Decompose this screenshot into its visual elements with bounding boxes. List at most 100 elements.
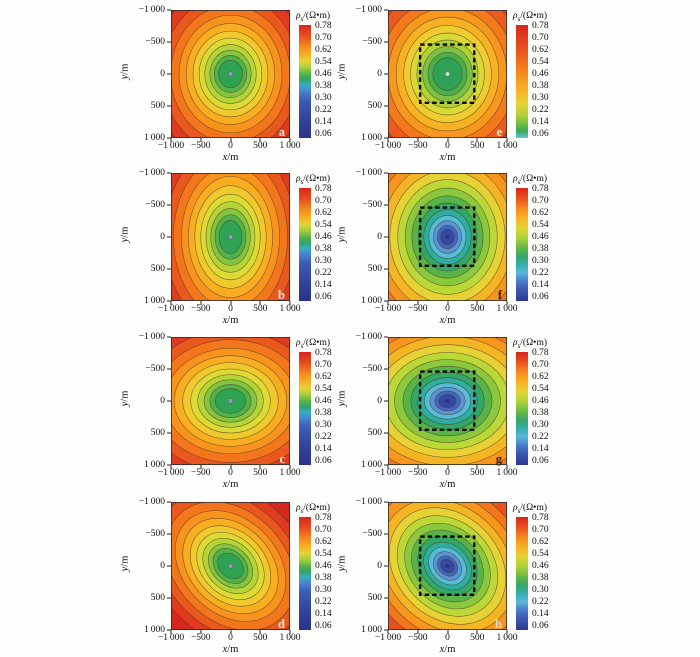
x-axis-tick-mark (387, 301, 389, 305)
x-tick-label: 1 000 (496, 304, 518, 314)
x-axis-label: x/m (388, 479, 507, 490)
rho-subscript: s (300, 341, 304, 350)
y-tick-label: −500 (362, 37, 382, 47)
rho-symbol: ρ (513, 11, 518, 21)
colorbar-tick-value: 0.78 (315, 513, 332, 523)
colorbar-tick-value: 0.46 (315, 232, 332, 243)
x-tick-label: −1 000 (157, 141, 185, 151)
y-tick-label: −1 000 (355, 168, 382, 178)
dashed-survey-square (418, 535, 476, 597)
colorbar-tick-value: 0.38 (532, 81, 549, 92)
y-axis-tick-mark (167, 501, 171, 503)
x-tick-label: −500 (407, 304, 428, 314)
colorbar-tick-value: 0.22 (532, 597, 549, 608)
y-axis-tick-labels: −1 000 −500 0 500 1 000 (330, 332, 385, 470)
colorbar-tick-value: 0.22 (532, 268, 549, 279)
y-tick-label: 0 (160, 232, 165, 242)
y-axis-tick-mark (384, 565, 388, 567)
colorbar-tick-value: 0.78 (532, 513, 549, 523)
center-dot (227, 398, 234, 404)
colorbar-tick-value: 0.78 (315, 184, 332, 194)
y-tick-label: 1 000 (361, 460, 382, 470)
x-axis-tick-mark (417, 301, 419, 305)
x-axis-tick-mark (289, 138, 291, 142)
x-axis-tick-labels: −1 000 −500 0 500 1 000 (158, 633, 301, 644)
y-axis-tick-labels: −1 000 −500 0 500 1 000 (330, 5, 385, 143)
panel-letter-label: e (496, 124, 502, 139)
x-tick-label: −1 000 (374, 468, 402, 478)
colorbar-tick-value: 0.30 (315, 420, 332, 431)
x-axis-tick-labels: −1 000 −500 0 500 1 000 (375, 304, 518, 315)
colorbar-tick-value: 0.46 (315, 561, 332, 572)
contour-field (171, 502, 290, 630)
colorbar-tick-value: 0.78 (532, 348, 549, 358)
colorbar-tick-value: 0.70 (532, 525, 549, 536)
contour-field (388, 502, 507, 630)
colorbar-tick-value: 0.62 (315, 537, 332, 548)
x-tick-label: 1 000 (496, 633, 518, 643)
contour-field (171, 173, 290, 301)
colorbar-tick-value: 0.46 (532, 69, 549, 80)
colorbar-tick-value: 0.06 (532, 621, 549, 632)
x-axis-tick-mark (170, 138, 172, 142)
contour-panel: y/m −1 000 −500 0 500 1 000 g −1 000 −500 0 500… (330, 332, 567, 497)
plot-area: d (167, 501, 291, 634)
plot-area: h (384, 501, 508, 634)
x-axis-tick-mark (417, 465, 419, 469)
colorbar-tick-value: 0.46 (532, 561, 549, 572)
colorbar-tick-labels: 0.78 0.70 0.62 0.54 0.46 0.38 0.30 0.22 0.14 0.06 (315, 348, 332, 467)
colorbar-title: ρs/(Ω•m) (513, 11, 547, 23)
contour-field (388, 10, 507, 138)
y-axis-tick-labels: −1 000 −500 0 500 1 000 (113, 168, 168, 306)
colorbar-title: ρs/(Ω•m) (513, 174, 547, 186)
x-axis-tick-mark (476, 630, 478, 634)
rho-symbol: ρ (296, 338, 301, 348)
x-axis-tick-mark (476, 301, 478, 305)
colorbar-tick-value: 0.06 (532, 129, 549, 140)
x-tick-label: 500 (470, 468, 485, 478)
colorbar-tick-value: 0.30 (315, 93, 332, 104)
x-axis-tick-mark (289, 301, 291, 305)
x-axis-tick-labels: −1 000 −500 0 500 1 000 (158, 141, 301, 152)
y-tick-label: 0 (377, 396, 382, 406)
x-tick-label: −500 (190, 633, 211, 643)
x-tick-label: 0 (445, 304, 450, 314)
x-tick-label: 0 (228, 633, 233, 643)
center-dot (227, 71, 234, 77)
colorbar-tick-value: 0.62 (532, 208, 549, 219)
x-tick-label: 1 000 (496, 468, 518, 478)
y-axis-tick-mark (167, 268, 171, 270)
x-axis-tick-labels: −1 000 −500 0 500 1 000 (375, 468, 518, 479)
x-tick-label: −500 (190, 304, 211, 314)
colorbar-tick-value: 0.54 (315, 57, 332, 68)
plot-area: e (384, 9, 508, 142)
y-axis-tick-mark (384, 501, 388, 503)
y-tick-label: 0 (377, 69, 382, 79)
x-axis-tick-mark (447, 630, 448, 634)
y-tick-label: 1 000 (144, 133, 165, 143)
x-axis-tick-labels: −1 000 −500 0 500 1 000 (375, 141, 518, 152)
x-tick-label: −1 000 (157, 304, 185, 314)
rho-subscript: s (517, 506, 521, 515)
contour-field (388, 173, 507, 301)
x-tick-label: 500 (253, 633, 268, 643)
colorbar-tick-value: 0.14 (315, 444, 332, 455)
y-axis-tick-mark (167, 400, 171, 402)
x-axis-tick-mark (506, 138, 508, 142)
y-axis-tick-mark (167, 629, 171, 631)
y-axis-tick-mark (167, 204, 171, 206)
colorbar-tick-labels: 0.78 0.70 0.62 0.54 0.46 0.38 0.30 0.22 0.14 0.06 (532, 21, 549, 140)
x-axis-unit: /m (444, 644, 456, 655)
colorbar-tick-value: 0.06 (532, 292, 549, 303)
colorbar-tick-value: 0.54 (532, 384, 549, 395)
colorbar-tick-value: 0.54 (532, 549, 549, 560)
colorbar-tick-value: 0.70 (532, 360, 549, 371)
rho-symbol: ρ (513, 503, 518, 513)
colorbar-tick-labels: 0.78 0.70 0.62 0.54 0.46 0.38 0.30 0.22 0.14 0.06 (315, 21, 332, 140)
y-tick-label: 1 000 (144, 460, 165, 470)
contour-panel: y/m −1 000 −500 0 500 1 000 h −1 000 −500 0 500… (330, 497, 567, 657)
y-tick-label: 0 (377, 232, 382, 242)
y-axis-tick-mark (167, 105, 171, 107)
y-axis-tick-mark (384, 236, 388, 238)
